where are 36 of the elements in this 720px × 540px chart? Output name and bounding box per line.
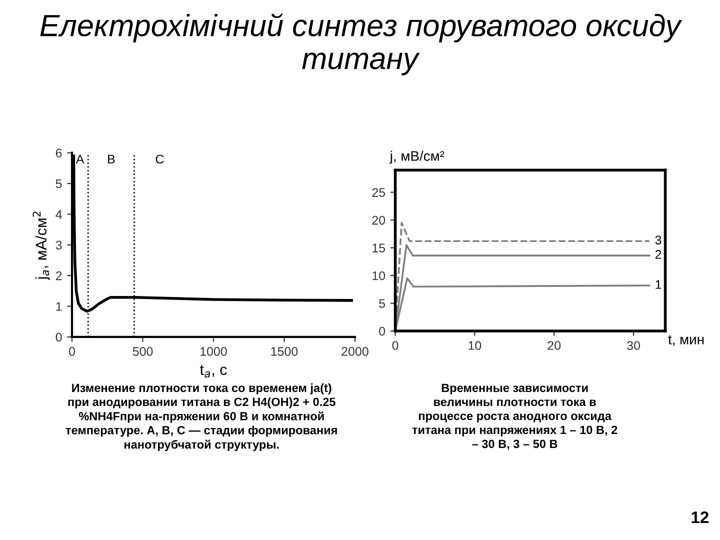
series-label: 3 xyxy=(655,236,662,244)
annotation: A xyxy=(76,154,84,164)
x-tick-label: 2000 xyxy=(342,347,368,356)
x-tick-label: 0 xyxy=(392,341,398,350)
x-tick-label: 1000 xyxy=(200,347,227,356)
y-tick-label: 6 xyxy=(56,148,62,158)
y-tick-label: 15 xyxy=(372,244,386,252)
x-tick-label: 30 xyxy=(627,341,640,350)
y-axis-title: j$_{a}$, мА/см$^{2}$ xyxy=(32,212,50,280)
x-tick-label: 500 xyxy=(132,347,153,356)
y-tick-label: 4 xyxy=(56,210,62,219)
series-label: 1 xyxy=(656,280,662,289)
x-tick-label: 20 xyxy=(548,341,561,350)
text: 12 xyxy=(692,511,709,524)
x-axis-title: t, мин xyxy=(668,335,704,346)
y-tick-label: 5 xyxy=(56,179,62,188)
y-axis-title: j, мВ/см² xyxy=(390,150,444,164)
series-label: 2 xyxy=(655,250,662,259)
annotation: C xyxy=(156,154,164,164)
y-tick-label: 1 xyxy=(56,302,62,311)
y-tick-label: 2 xyxy=(56,271,62,280)
x-tick-label: 0 xyxy=(69,347,75,356)
y-tick-label: 25 xyxy=(372,188,386,197)
x-axis-title: t$_{a}$, с xyxy=(200,365,227,378)
y-tick-label: 5 xyxy=(379,299,386,308)
text: Изменение плотности тока со временем ja(t) при анодировании титана в C2 H4(OH)2 + 0.25 %NH4Fпри на-пряжении 60 В и комнатной температуре. А, В, С — стадии формирования нанотрубчатой структуры. xyxy=(66,383,337,452)
y-tick-label: 0 xyxy=(56,332,62,342)
chart-title: Електрохімічний синтез поруватого оксиду титану xyxy=(40,14,682,76)
x-tick-label: 1500 xyxy=(271,347,298,356)
y-tick-label: 0 xyxy=(379,326,386,336)
y-tick-label: 10 xyxy=(372,271,386,280)
x-tick-label: 10 xyxy=(468,341,482,350)
text: Временные зависимости величины плотности тока в процессе роста анодного оксида титана при напряжениях 1 – 10 В, 2 – 30 В, 3 – 50 В xyxy=(412,384,618,450)
annotation: B xyxy=(108,154,115,164)
y-tick-label: 20 xyxy=(372,216,386,225)
y-tick-label: 3 xyxy=(56,240,62,250)
